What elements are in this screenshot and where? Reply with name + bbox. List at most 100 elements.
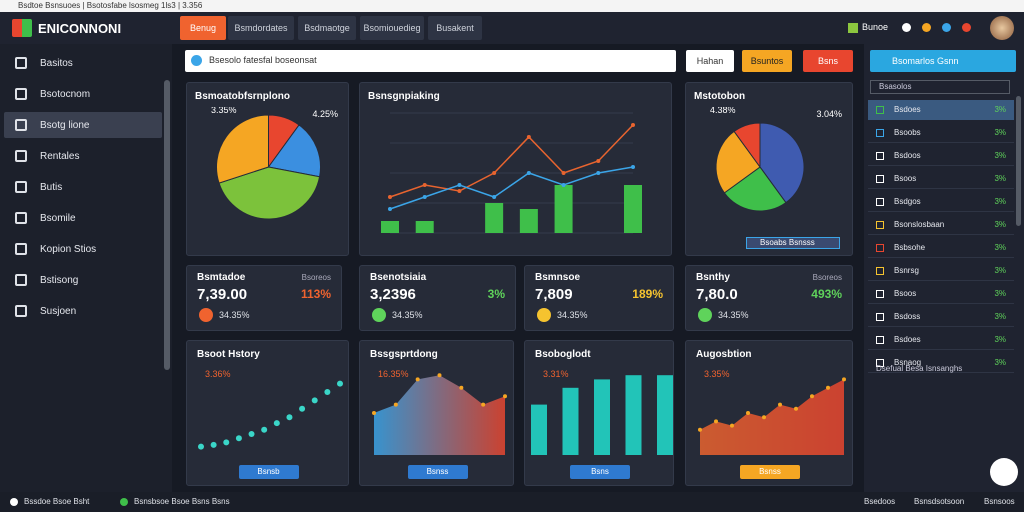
point xyxy=(459,385,464,390)
header-icon[interactable] xyxy=(922,23,931,32)
pie-slice xyxy=(218,166,321,220)
nav-item[interactable]: Susjoen xyxy=(40,306,77,317)
button[interactable]: Bsns xyxy=(803,50,853,72)
chart-card: Bsoboglodt 3.31% Bsns xyxy=(524,340,674,486)
data-label: 3.04% xyxy=(816,109,842,119)
stat-card: Bsnthy Bsoreos 7,80.0 493% 34.35% xyxy=(685,265,853,331)
stat-icon xyxy=(372,308,386,322)
card-title: Bsmoatobfsrnplono xyxy=(195,91,290,102)
nav-item[interactable]: Bsotg lione xyxy=(40,120,90,131)
header-icon[interactable] xyxy=(902,23,911,32)
chart xyxy=(381,112,642,234)
panel-row[interactable]: Bsoos 3% xyxy=(868,284,1014,304)
nav-icon xyxy=(15,181,27,193)
header-icon[interactable] xyxy=(962,23,971,32)
panel-row[interactable]: Bsonslosbaan 3% xyxy=(868,215,1014,235)
close-button[interactable] xyxy=(990,458,1018,486)
tab[interactable]: Benug xyxy=(180,16,226,40)
stat-value: 7,39.00 xyxy=(197,286,248,303)
right-panel: Bsomarlos Gsnn Bsasolos Bsdoes 3% Bsoobs 3% Bs… xyxy=(864,44,1024,492)
nav-item[interactable]: Kopion Stios xyxy=(40,244,97,255)
button[interactable]: Hahan xyxy=(686,50,734,72)
status-icon xyxy=(120,498,128,506)
panel-search[interactable]: Bsomarlos Gsnn xyxy=(870,50,1016,72)
point xyxy=(235,435,242,442)
avatar[interactable] xyxy=(990,16,1014,40)
stat-icon xyxy=(698,308,712,322)
nav-item[interactable]: Basitos xyxy=(40,58,73,69)
point xyxy=(481,402,486,407)
point xyxy=(248,431,255,437)
stat-change: 493% xyxy=(811,287,842,301)
panel-row[interactable]: Bsdoos 3% xyxy=(868,146,1014,166)
badge xyxy=(848,23,858,33)
button[interactable]: Bsnss xyxy=(407,465,468,479)
stat-foot: 34.35% xyxy=(392,310,423,320)
point xyxy=(810,394,814,399)
point xyxy=(503,394,507,399)
status-text: Bsnsoos xyxy=(984,497,1015,506)
point xyxy=(746,411,750,415)
panel-row[interactable]: Bsdoss 3% xyxy=(868,307,1014,327)
row-value: 3% xyxy=(994,335,1006,344)
nav-item[interactable]: Bsomile xyxy=(40,213,76,224)
nav-item[interactable]: Bstisong xyxy=(40,275,79,286)
bar xyxy=(625,375,642,455)
panel-row[interactable]: Bsdgos 3% xyxy=(868,192,1014,212)
row-icon xyxy=(876,198,884,206)
nav-icon xyxy=(15,305,27,317)
bar xyxy=(562,387,579,455)
point xyxy=(299,405,306,412)
chart-card: Bsoot Hstory 3.36% Bsnsb xyxy=(186,340,349,486)
row-icon xyxy=(876,221,884,229)
point xyxy=(492,171,497,175)
point xyxy=(198,443,204,450)
panel-row[interactable]: Bsbsohe 3% xyxy=(868,238,1014,258)
point xyxy=(631,123,635,127)
stat-change: 3% xyxy=(487,287,505,301)
button[interactable]: Bsnsb xyxy=(238,465,299,479)
point xyxy=(415,377,420,382)
card-title: Bsoboglodt xyxy=(535,349,591,360)
button[interactable]: Bsnss xyxy=(740,465,800,479)
point xyxy=(526,171,531,175)
nav-item[interactable]: Bsotocnom xyxy=(40,89,91,100)
chart: 4.38% 3.04% xyxy=(710,107,842,212)
stat-value: 3,2396 xyxy=(370,286,416,303)
row-icon xyxy=(876,175,884,183)
bar xyxy=(519,209,538,233)
tab[interactable]: Busakent xyxy=(428,16,482,40)
panel-row[interactable]: Bsoos 3% xyxy=(868,169,1014,189)
data-label: 4.25% xyxy=(312,109,338,119)
button[interactable]: Bsuntos xyxy=(742,50,792,72)
tab[interactable]: Bsomiouedieg xyxy=(360,16,424,40)
bar xyxy=(554,185,573,233)
button[interactable]: Bsns xyxy=(570,465,630,479)
panel-row[interactable]: Bsoobs 3% xyxy=(868,123,1014,143)
point xyxy=(778,402,782,407)
tab[interactable]: Bsdmaotge xyxy=(298,16,356,40)
nav-icon xyxy=(15,212,27,224)
chart-card: Bsnsgnpiaking xyxy=(359,82,672,256)
tab[interactable]: Bsmdordates xyxy=(228,16,294,40)
row-icon xyxy=(876,152,884,160)
card-title: Bssgsprtdong xyxy=(370,349,438,360)
panel-row[interactable]: Bsnrsg 3% xyxy=(868,261,1014,281)
nav-item[interactable]: Rentales xyxy=(40,151,80,162)
panel-filter[interactable]: Bsasolos xyxy=(870,80,1010,94)
stat-icon xyxy=(537,308,551,322)
search-box[interactable]: Bsesolo fatesfal boseonsat xyxy=(185,50,676,72)
panel-footer: Dsefual Besa Isnsanghs xyxy=(876,364,963,373)
point xyxy=(596,171,601,175)
panel-row[interactable]: Bsdoes 3% xyxy=(868,330,1014,350)
nav-item[interactable]: Butis xyxy=(40,182,63,193)
header-icon[interactable] xyxy=(942,23,951,32)
panel-row[interactable]: Bsdoes 3% xyxy=(868,100,1014,120)
row-icon xyxy=(876,336,884,344)
panel-row[interactable]: Bsnaog 3% xyxy=(868,353,1014,373)
row-label: Bsoos xyxy=(894,174,917,183)
status-icon xyxy=(10,498,18,506)
stat-icon xyxy=(199,308,213,322)
point xyxy=(492,195,497,199)
pie-slice xyxy=(759,122,805,204)
